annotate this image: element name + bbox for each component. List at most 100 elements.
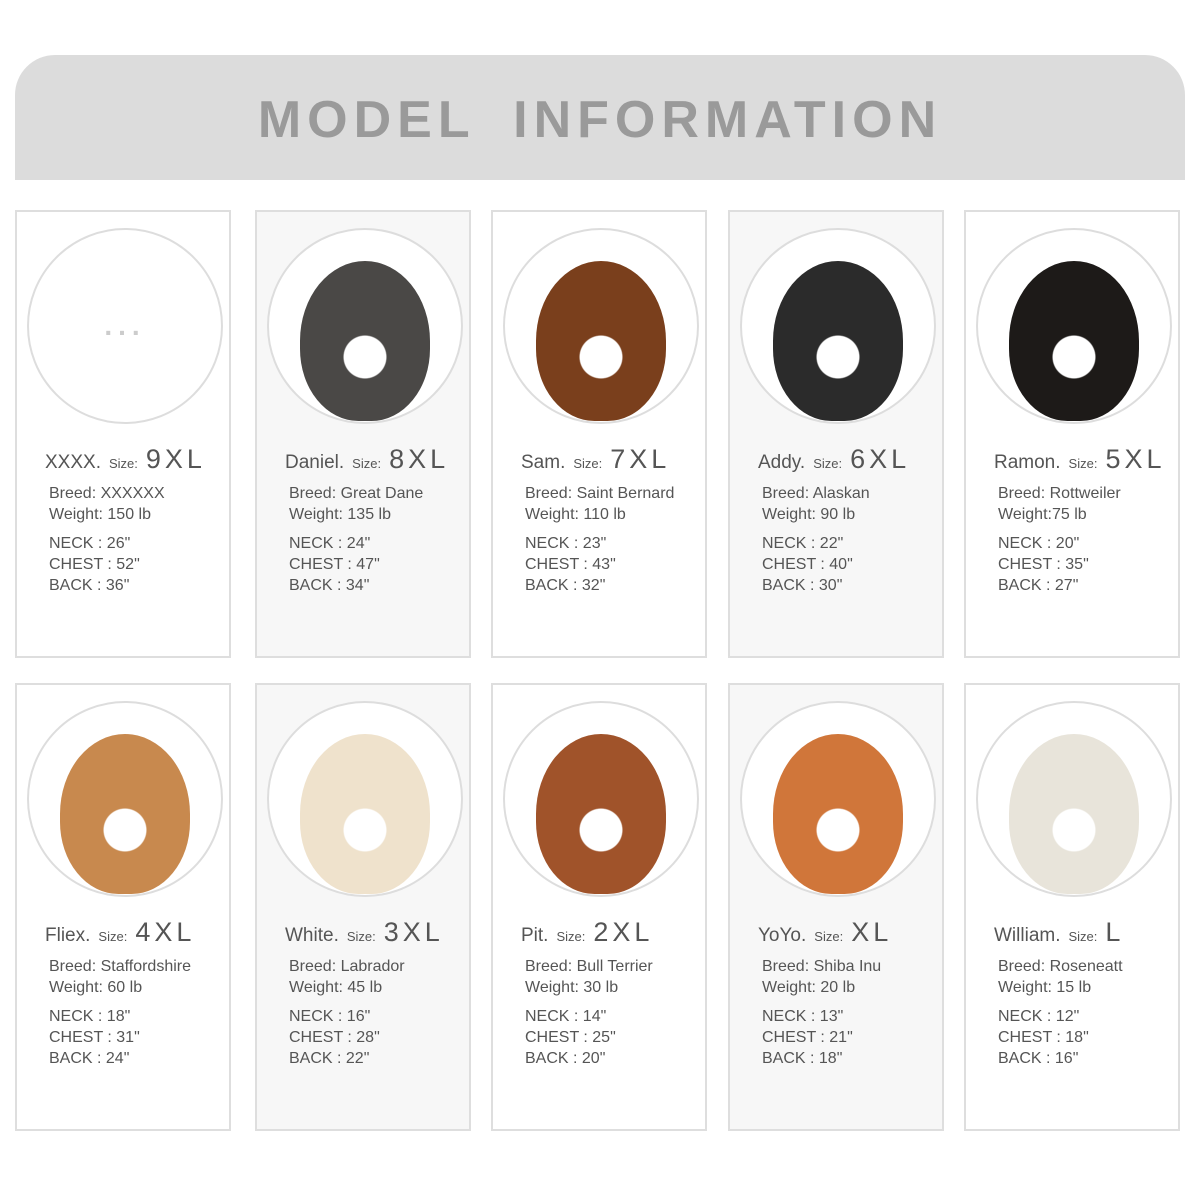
chest: CHEST : 28"	[289, 1029, 380, 1046]
back: BACK : 20"	[525, 1050, 606, 1067]
dog-photo	[536, 734, 666, 894]
dog-photo-frame	[740, 228, 936, 424]
model-card: ... XXXX. Size: 9XL Breed: XXXXXX Weight…	[15, 210, 231, 658]
back: BACK : 18"	[762, 1050, 843, 1067]
dog-name: Daniel.	[285, 452, 345, 473]
breed: Breed: Alaskan	[762, 485, 870, 502]
dog-photo-frame	[503, 701, 699, 897]
dog-name: William.	[994, 925, 1061, 946]
size-value: XL	[851, 917, 893, 947]
weight: Weight:75 lb	[998, 506, 1087, 523]
dog-name: Pit.	[521, 925, 549, 946]
back: BACK : 32"	[525, 577, 606, 594]
breed: Breed: Roseneatt	[998, 958, 1123, 975]
dog-photo-frame	[503, 228, 699, 424]
neck: NECK : 20"	[998, 535, 1080, 552]
dog-photo	[60, 734, 190, 894]
breed: Breed: Rottweiler	[998, 485, 1121, 502]
chest: CHEST : 25"	[525, 1029, 616, 1046]
size-value: 5XL	[1105, 444, 1166, 474]
breed: Breed: Staffordshire	[49, 958, 192, 975]
dog-photo-frame	[740, 701, 936, 897]
model-card: Fliex. Size: 4XL Breed: Staffordshire We…	[15, 683, 231, 1131]
dog-name: Addy.	[758, 452, 806, 473]
breed: Breed: XXXXXX	[49, 485, 165, 502]
neck: NECK : 16"	[289, 1008, 371, 1025]
back: BACK : 27"	[998, 577, 1079, 594]
weight: Weight: 135 lb	[289, 506, 391, 523]
dog-name: YoYo.	[758, 925, 807, 946]
size-value: L	[1105, 917, 1125, 947]
size-label: Size:	[1068, 456, 1098, 471]
dog-name: Fliex.	[45, 925, 91, 946]
model-card: Sam. Size: 7XL Breed: Saint Bernard Weig…	[491, 210, 707, 658]
dog-photo-frame: ...	[27, 228, 223, 424]
size-value: 2XL	[593, 917, 654, 947]
size-value: 8XL	[389, 444, 450, 474]
size-label: Size:	[814, 929, 844, 944]
model-card: Ramon. Size: 5XL Breed: Rottweiler Weigh…	[964, 210, 1180, 658]
breed: Breed: Saint Bernard	[525, 485, 675, 502]
weight: Weight: 30 lb	[525, 979, 619, 996]
placeholder-dots: ...	[104, 310, 146, 341]
dog-name: Sam.	[521, 452, 566, 473]
chest: CHEST : 43"	[525, 556, 616, 573]
size-label: Size:	[108, 456, 138, 471]
back: BACK : 34"	[289, 577, 370, 594]
chest: CHEST : 21"	[762, 1029, 853, 1046]
neck: NECK : 24"	[289, 535, 371, 552]
neck: NECK : 26"	[49, 535, 131, 552]
size-label: Size:	[352, 456, 382, 471]
dog-photo	[300, 734, 430, 894]
chest: CHEST : 31"	[49, 1029, 140, 1046]
weight: Weight: 60 lb	[49, 979, 143, 996]
weight: Weight: 90 lb	[762, 506, 856, 523]
size-value: 9XL	[145, 444, 206, 474]
back: BACK : 30"	[762, 577, 843, 594]
chest: CHEST : 40"	[762, 556, 853, 573]
back: BACK : 16"	[998, 1050, 1079, 1067]
breed: Breed: Bull Terrier	[525, 958, 653, 975]
neck: NECK : 13"	[762, 1008, 844, 1025]
size-label: Size:	[346, 929, 376, 944]
dog-photo	[1009, 261, 1139, 421]
weight: Weight: 110 lb	[525, 506, 626, 523]
weight: Weight: 45 lb	[289, 979, 383, 996]
model-card: White. Size: 3XL Breed: Labrador Weight:…	[255, 683, 471, 1131]
weight: Weight: 150 lb	[49, 506, 151, 523]
neck: NECK : 12"	[998, 1008, 1080, 1025]
model-card: Addy. Size: 6XL Breed: Alaskan Weight: 9…	[728, 210, 944, 658]
dog-photo	[773, 734, 903, 894]
dog-photo-frame	[976, 701, 1172, 897]
back: BACK : 36"	[49, 577, 130, 594]
dog-photo	[536, 261, 666, 421]
title-banner: MODEL INFORMATION	[15, 55, 1185, 180]
size-label: Size:	[813, 456, 843, 471]
weight: Weight: 15 lb	[998, 979, 1092, 996]
breed: Breed: Labrador	[289, 958, 405, 975]
model-card: Daniel. Size: 8XL Breed: Great Dane Weig…	[255, 210, 471, 658]
neck: NECK : 22"	[762, 535, 844, 552]
chest: CHEST : 18"	[998, 1029, 1089, 1046]
dog-photo-frame	[27, 701, 223, 897]
chest: CHEST : 52"	[49, 556, 140, 573]
back: BACK : 22"	[289, 1050, 370, 1067]
model-card: William. Size: L Breed: Roseneatt Weight…	[964, 683, 1180, 1131]
breed: Breed: Great Dane	[289, 485, 424, 502]
size-value: 4XL	[135, 917, 196, 947]
chest: CHEST : 35"	[998, 556, 1089, 573]
neck: NECK : 23"	[525, 535, 607, 552]
chest: CHEST : 47"	[289, 556, 380, 573]
size-label: Size:	[573, 456, 603, 471]
size-label: Size:	[98, 929, 128, 944]
back: BACK : 24"	[49, 1050, 130, 1067]
model-card: Pit. Size: 2XL Breed: Bull Terrier Weigh…	[491, 683, 707, 1131]
breed: Breed: Shiba Inu	[762, 958, 882, 975]
dog-name: White.	[285, 925, 339, 946]
dog-photo	[300, 261, 430, 421]
size-value: 3XL	[383, 917, 444, 947]
size-value: 7XL	[610, 444, 671, 474]
neck: NECK : 18"	[49, 1008, 131, 1025]
size-label: Size:	[556, 929, 586, 944]
neck: NECK : 14"	[525, 1008, 607, 1025]
